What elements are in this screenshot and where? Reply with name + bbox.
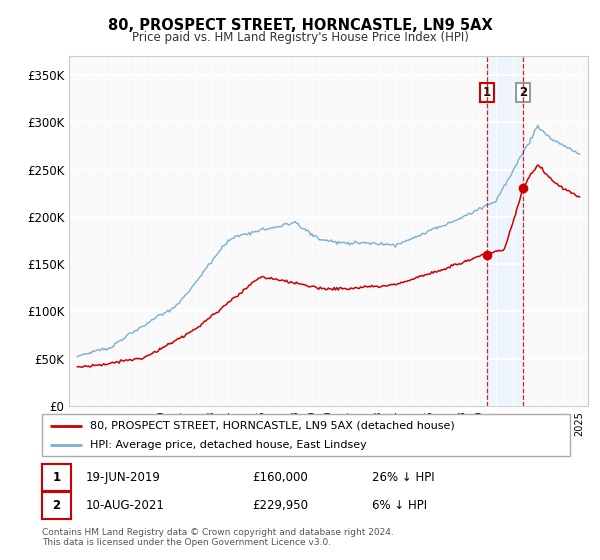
Text: 80, PROSPECT STREET, HORNCASTLE, LN9 5AX: 80, PROSPECT STREET, HORNCASTLE, LN9 5AX	[107, 18, 493, 33]
Text: 6% ↓ HPI: 6% ↓ HPI	[372, 498, 427, 512]
Text: £160,000: £160,000	[252, 470, 308, 484]
Text: 2: 2	[52, 498, 61, 512]
Text: Price paid vs. HM Land Registry's House Price Index (HPI): Price paid vs. HM Land Registry's House …	[131, 31, 469, 44]
Text: HPI: Average price, detached house, East Lindsey: HPI: Average price, detached house, East…	[89, 440, 366, 450]
Bar	[487, 56, 523, 406]
Text: 10-AUG-2021: 10-AUG-2021	[86, 498, 164, 512]
Text: 1: 1	[52, 470, 61, 484]
Text: 1: 1	[483, 86, 491, 99]
FancyBboxPatch shape	[42, 414, 570, 456]
Text: 26% ↓ HPI: 26% ↓ HPI	[372, 470, 434, 484]
Text: Contains HM Land Registry data © Crown copyright and database right 2024.
This d: Contains HM Land Registry data © Crown c…	[42, 528, 394, 547]
Text: 80, PROSPECT STREET, HORNCASTLE, LN9 5AX (detached house): 80, PROSPECT STREET, HORNCASTLE, LN9 5AX…	[89, 421, 454, 431]
Text: 2: 2	[519, 86, 527, 99]
Text: 19-JUN-2019: 19-JUN-2019	[86, 470, 161, 484]
Text: £229,950: £229,950	[252, 498, 308, 512]
